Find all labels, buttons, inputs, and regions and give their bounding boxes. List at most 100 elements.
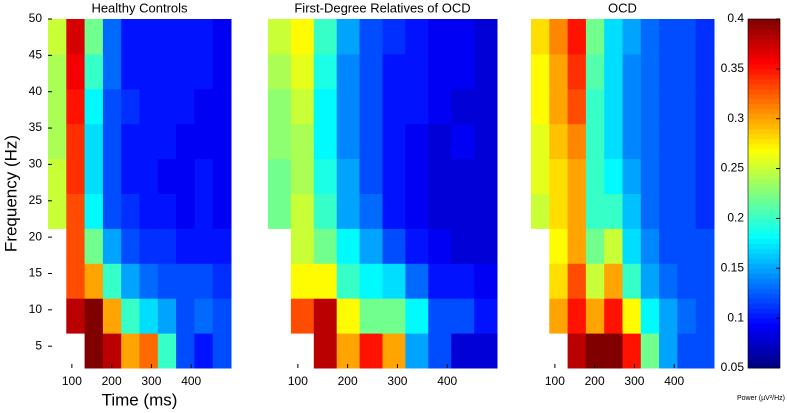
colorbar-step bbox=[748, 43, 780, 50]
heatmap-cell bbox=[585, 333, 605, 369]
heatmap-cell bbox=[640, 193, 660, 229]
heatmap-cell bbox=[290, 193, 315, 229]
heatmap-cell bbox=[48, 19, 67, 55]
colorbar-step bbox=[748, 19, 780, 25]
heatmap-cell bbox=[677, 263, 697, 299]
heatmap-cell bbox=[677, 228, 697, 264]
heatmap-cell bbox=[121, 53, 140, 90]
heatmap-cell bbox=[290, 263, 315, 299]
heatmap-cell bbox=[84, 88, 104, 125]
heatmap-cell bbox=[359, 53, 383, 90]
heatmap-cell bbox=[474, 123, 498, 160]
colorbar-step bbox=[748, 318, 780, 324]
colorbar-step bbox=[748, 158, 780, 165]
heatmap-cell bbox=[640, 19, 660, 55]
colorbar-step bbox=[748, 198, 780, 204]
heatmap-cell bbox=[268, 193, 292, 229]
colorbar-tick-label: 0.4 bbox=[727, 11, 744, 25]
heatmap-cell bbox=[451, 123, 475, 160]
heatmap-cell bbox=[336, 19, 361, 55]
heatmap-cell bbox=[102, 333, 122, 369]
heatmap-cell bbox=[474, 53, 498, 90]
heatmap-cell bbox=[640, 228, 660, 264]
heatmap-cell bbox=[139, 123, 159, 160]
colorbar-step bbox=[748, 128, 780, 135]
colorbar-step bbox=[748, 328, 780, 334]
heatmap-cell bbox=[451, 298, 475, 334]
heatmap-cell bbox=[290, 158, 315, 194]
colorbar-tick-label: 0.05 bbox=[721, 360, 745, 374]
colorbar-step bbox=[748, 88, 780, 95]
heatmap-cell bbox=[428, 123, 452, 160]
heatmap-cell bbox=[451, 158, 475, 194]
heatmap-cell bbox=[48, 193, 67, 229]
colorbar-step bbox=[748, 183, 780, 190]
heatmap-cell bbox=[66, 228, 86, 264]
heatmap-cell bbox=[359, 263, 383, 299]
heatmap-cell bbox=[313, 19, 338, 55]
heatmap-cell bbox=[382, 263, 406, 299]
heatmap-cell bbox=[531, 158, 550, 194]
heatmap-cell bbox=[84, 53, 104, 90]
colorbar-step bbox=[748, 68, 780, 75]
colorbar-step bbox=[748, 308, 780, 314]
colorbar-step bbox=[748, 93, 780, 100]
heatmap-cell bbox=[121, 298, 140, 334]
heatmap-cell bbox=[451, 193, 475, 229]
colorbar-tick-label: 0.1 bbox=[727, 310, 744, 324]
colorbar-step bbox=[748, 48, 780, 55]
heatmap-cell bbox=[290, 298, 315, 334]
colorbar-step bbox=[748, 73, 780, 80]
heatmap-cell bbox=[102, 193, 122, 229]
heatmap-cell bbox=[405, 53, 429, 90]
heatmap-cell bbox=[622, 193, 642, 229]
heatmap-cell bbox=[604, 88, 623, 125]
colorbar-step bbox=[748, 33, 780, 40]
heatmap-cell bbox=[549, 19, 569, 55]
heatmap-cell bbox=[268, 53, 292, 90]
heatmap-cell bbox=[176, 193, 195, 229]
heatmap-cell bbox=[121, 333, 140, 369]
y-tick-label: 40 bbox=[29, 84, 43, 98]
heatmap-cell bbox=[695, 333, 715, 369]
heatmap-cell bbox=[382, 298, 406, 334]
heatmap-cell bbox=[102, 88, 122, 125]
colorbar-step bbox=[748, 298, 780, 304]
heatmap-cell bbox=[212, 298, 232, 334]
heatmap-cell bbox=[290, 88, 315, 125]
heatmap-cell bbox=[622, 53, 642, 90]
heatmap-cell bbox=[290, 53, 315, 90]
heatmap-cell bbox=[102, 263, 122, 299]
colorbar-step bbox=[748, 153, 780, 160]
heatmap-cell bbox=[428, 333, 452, 369]
heatmap-cell bbox=[622, 333, 642, 369]
colorbar bbox=[748, 19, 780, 369]
heatmap-cell bbox=[677, 123, 697, 160]
heatmap-cell bbox=[659, 19, 678, 55]
heatmap-cell bbox=[157, 298, 177, 334]
heatmap-cell bbox=[66, 193, 86, 229]
heatmap-cell bbox=[336, 298, 361, 334]
x-tick-label: 200 bbox=[585, 374, 605, 388]
colorbar-step bbox=[748, 323, 780, 329]
heatmap-cell bbox=[567, 158, 587, 194]
heatmap-cell bbox=[157, 193, 177, 229]
heatmap-cell bbox=[194, 228, 214, 264]
heatmap-cell bbox=[121, 263, 140, 299]
heatmap-cell bbox=[157, 333, 177, 369]
heatmap-cell bbox=[451, 228, 475, 264]
heatmap-cell bbox=[405, 19, 429, 55]
heatmap-cells bbox=[531, 19, 715, 369]
heatmap-cell bbox=[585, 193, 605, 229]
heatmap-cell bbox=[567, 123, 587, 160]
heatmap-cell bbox=[212, 123, 232, 160]
x-tick-label: 300 bbox=[141, 374, 161, 388]
heatmap-cell bbox=[567, 298, 587, 334]
heatmap-cell bbox=[66, 19, 86, 55]
heatmap-cell bbox=[695, 88, 715, 125]
heatmap-cell bbox=[405, 333, 429, 369]
heatmap-cell bbox=[382, 123, 406, 160]
heatmap-cell bbox=[176, 53, 195, 90]
heatmap-cell bbox=[604, 228, 623, 264]
